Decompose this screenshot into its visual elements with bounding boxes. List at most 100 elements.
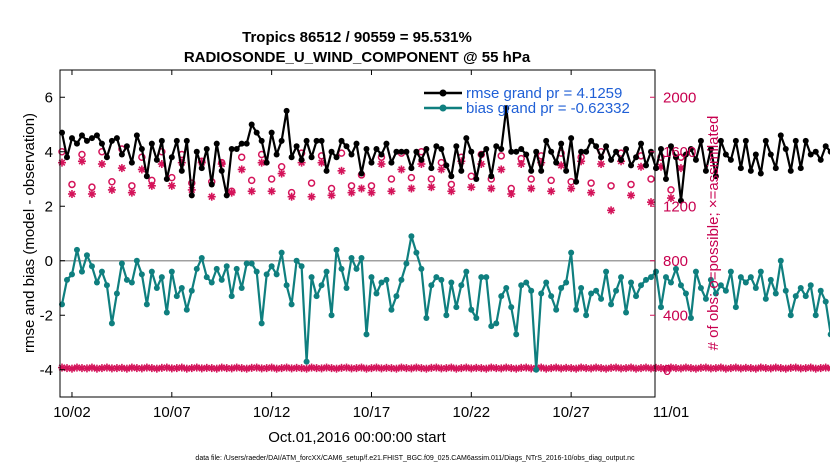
rmse-point xyxy=(443,162,450,169)
obs-asterisk-stroke xyxy=(178,364,186,371)
rmse-point xyxy=(413,148,420,155)
bias-point xyxy=(68,271,75,278)
rmse-point xyxy=(153,156,160,163)
rmse-point xyxy=(598,154,605,161)
rmse-point xyxy=(483,146,490,153)
bias-point xyxy=(498,293,505,300)
rmse-point xyxy=(243,140,250,147)
rmse-point xyxy=(498,146,505,153)
rmse-point xyxy=(303,137,310,144)
bias-point xyxy=(563,279,570,286)
rmse-point xyxy=(707,146,714,153)
obs-asterisk-stroke xyxy=(278,170,286,177)
obs-lower-point xyxy=(82,364,91,373)
rmse-point xyxy=(298,156,305,163)
obs-lower-point xyxy=(602,364,611,373)
rmse-point xyxy=(533,148,540,155)
obs-asterisk-stroke xyxy=(627,191,635,199)
obs-asterisk-stroke xyxy=(637,163,645,171)
x-tick-label: 10/27 xyxy=(552,404,590,421)
obs-asterisk-stroke xyxy=(108,364,116,372)
rmse-point xyxy=(767,151,774,158)
rmse-point xyxy=(143,173,150,180)
obs-asterisk-stroke xyxy=(607,206,615,214)
bias-point xyxy=(787,312,794,319)
obs-asterisk-stroke xyxy=(363,365,370,373)
obs-asterisk-stroke xyxy=(368,364,375,372)
bias-point xyxy=(518,282,525,289)
obs-assimilated-point xyxy=(567,184,576,193)
rmse-point xyxy=(343,143,350,150)
obs-asterisk-stroke xyxy=(348,364,355,372)
obs-assimilated-point xyxy=(127,188,136,197)
obs-asterisk-stroke xyxy=(78,157,86,165)
obs-lower-point xyxy=(347,364,356,373)
obs-lower-point xyxy=(192,363,201,372)
rmse-point xyxy=(702,167,709,174)
obs-asterisk-stroke xyxy=(622,364,630,372)
obs-asterisk-stroke xyxy=(408,364,415,372)
obs-asterisk-stroke xyxy=(163,364,171,371)
obs-asterisk-stroke xyxy=(467,364,475,372)
bias-point xyxy=(747,274,754,281)
rmse-point xyxy=(772,165,779,172)
rmse-point xyxy=(273,151,280,158)
rmse-point xyxy=(263,159,270,166)
rmse-point xyxy=(613,148,620,155)
obs-asterisk-stroke xyxy=(617,364,625,372)
obs-lower-point xyxy=(766,364,775,373)
bias-point xyxy=(293,257,300,264)
obs-assimilated-point xyxy=(247,187,256,196)
bias-point xyxy=(113,290,120,297)
obs-asterisk-stroke xyxy=(812,365,820,373)
obs-asterisk-stroke xyxy=(437,166,445,173)
obs-assimilated-point xyxy=(597,160,606,169)
rmse-point xyxy=(188,192,195,199)
bias-point xyxy=(118,260,125,267)
bias-point xyxy=(358,255,365,262)
obs-assimilated-point xyxy=(337,166,346,175)
obs-asterisk-stroke xyxy=(148,182,156,190)
obs-asterisk-stroke xyxy=(228,364,236,372)
obs-asterisk-stroke xyxy=(158,364,166,372)
bias-point xyxy=(438,276,445,283)
obs-asterisk-stroke xyxy=(647,198,655,206)
obs-asterisk-stroke xyxy=(712,364,720,372)
obs-asterisk-stroke xyxy=(378,364,385,372)
obs-asterisk-stroke xyxy=(408,185,415,192)
obs-lower-point xyxy=(227,364,236,373)
y2-tick-label: 400 xyxy=(663,307,688,324)
bias-point xyxy=(338,265,345,272)
obs-asterisk-stroke xyxy=(737,364,745,372)
bias-point xyxy=(223,263,230,270)
bias-point xyxy=(722,287,729,294)
obs-asterisk-stroke xyxy=(253,364,261,371)
obs-asterisk-stroke xyxy=(118,364,126,372)
obs-assimilated-point xyxy=(147,181,156,190)
rmse-point xyxy=(128,159,135,166)
obs-asterisk-stroke xyxy=(717,364,725,371)
obs-asterisk-stroke xyxy=(462,364,470,371)
obs-possible-point xyxy=(647,175,655,183)
rmse-point xyxy=(328,148,335,155)
bias-point xyxy=(588,290,595,297)
rmse-point xyxy=(488,173,495,180)
obs-asterisk-stroke xyxy=(427,364,435,372)
obs-asterisk-stroke xyxy=(547,364,555,372)
obs-assimilated-point xyxy=(277,169,286,178)
obs-assimilated-point xyxy=(207,192,216,201)
rmse-point xyxy=(657,146,664,153)
obs-asterisk-stroke xyxy=(113,364,121,372)
bias-point xyxy=(363,331,370,338)
bias-point xyxy=(213,265,220,272)
obs-asterisk-stroke xyxy=(338,167,345,175)
obs-asterisk-stroke xyxy=(647,364,655,372)
rmse-point xyxy=(373,146,380,153)
obs-asterisk-stroke xyxy=(422,365,430,373)
rmse-point xyxy=(618,156,625,163)
obs-asterisk-stroke xyxy=(547,187,555,195)
obs-assimilated-point xyxy=(57,158,66,167)
obs-possible-point xyxy=(497,152,506,160)
rmse-point xyxy=(348,151,355,158)
rmse-point xyxy=(418,156,425,163)
